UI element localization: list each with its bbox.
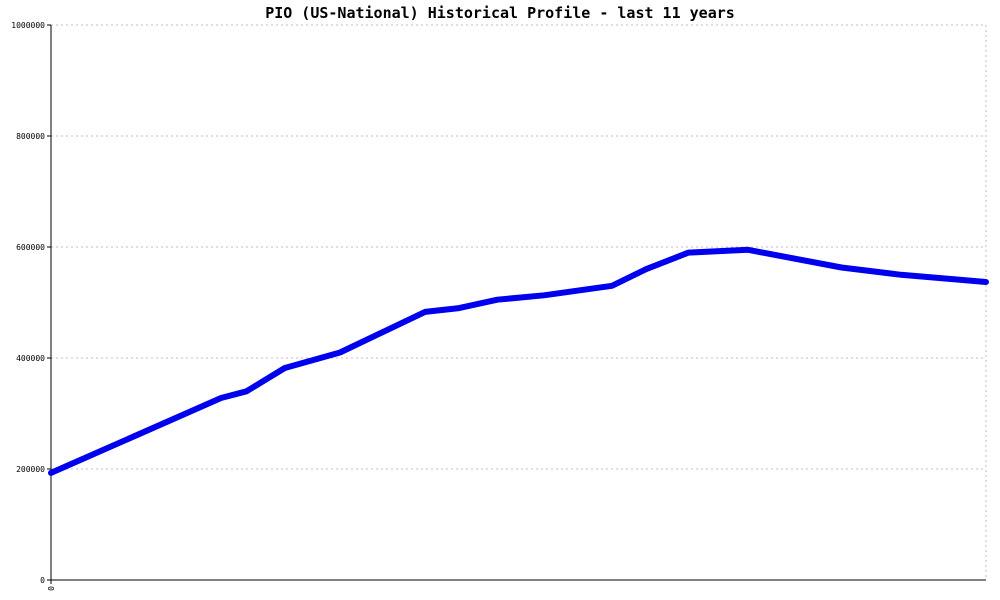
series-line-0 (48, 246, 989, 476)
y-tick-label: 200000 (16, 465, 45, 474)
x-tick-label: 0 (47, 586, 56, 591)
axis-layer: 0 200000 400000 600000 800000 1000000 0 (11, 21, 986, 591)
y-tick-label: 600000 (16, 243, 45, 252)
chart-title: PIO (US-National) Historical Profile - l… (265, 4, 735, 22)
y-tick-label: 400000 (16, 354, 45, 363)
grid-layer (51, 24, 987, 580)
y-tick-label: 0 (40, 576, 45, 585)
y-tick-label: 1000000 (11, 21, 45, 30)
y-tick-label: 800000 (16, 132, 45, 141)
series-layer (48, 246, 989, 476)
